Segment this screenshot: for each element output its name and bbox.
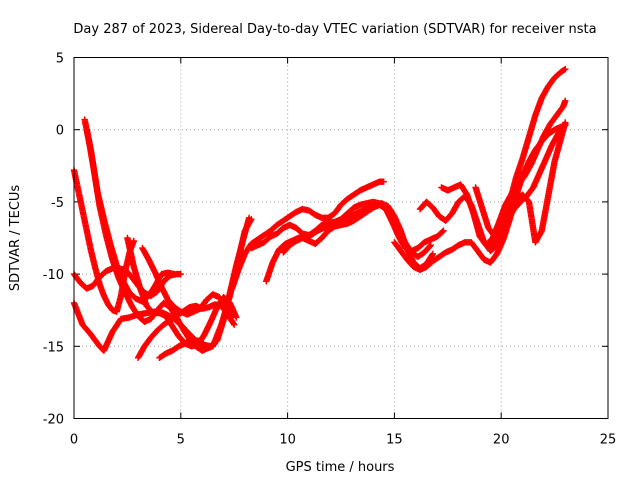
data-series (228, 178, 387, 292)
y-axis-title: SDTVAR / TECUs (8, 185, 23, 292)
x-tick-label: 5 (177, 433, 185, 448)
data-series (280, 201, 447, 256)
y-tick-label: -5 (51, 196, 64, 211)
data-point (177, 270, 184, 278)
data-point (231, 321, 238, 328)
data-point (428, 251, 436, 259)
data-point (439, 228, 446, 235)
y-tick-label: -20 (43, 413, 64, 428)
data-series (438, 97, 569, 249)
data-point (562, 65, 569, 73)
data-point (230, 320, 237, 327)
data-point (562, 119, 569, 126)
x-tick-label: 15 (386, 433, 403, 448)
x-tick-label: 20 (493, 433, 510, 448)
x-axis-title: GPS time / hours (286, 460, 395, 475)
data-point (427, 242, 434, 249)
data-series (70, 166, 138, 315)
plot-frame (73, 57, 609, 419)
y-tick-label: 5 (56, 52, 64, 67)
data-point (245, 214, 253, 221)
data-point (426, 243, 433, 250)
y-tick-label: 0 (56, 124, 64, 139)
data-series (83, 126, 219, 354)
plot-area (70, 65, 569, 362)
data-point (380, 178, 387, 185)
x-tick-label: 0 (70, 433, 78, 448)
y-tick-label: -15 (43, 340, 64, 355)
y-tick-label: -10 (43, 268, 64, 283)
data-point (228, 314, 236, 321)
data-point (130, 237, 138, 245)
data-point (440, 227, 447, 234)
data-point (561, 66, 568, 73)
data-point (562, 97, 569, 105)
x-tick-label: 25 (600, 433, 617, 448)
axes: 0 5 10 15 20 25 5 0 -5 -10 -15 -20 (43, 52, 617, 448)
data-point (171, 270, 178, 278)
data-series (487, 119, 569, 252)
data-point (429, 250, 437, 258)
chart-title: Day 287 of 2023, Sidereal Day-to-day VTE… (73, 22, 596, 37)
x-tick-label: 10 (279, 433, 296, 448)
